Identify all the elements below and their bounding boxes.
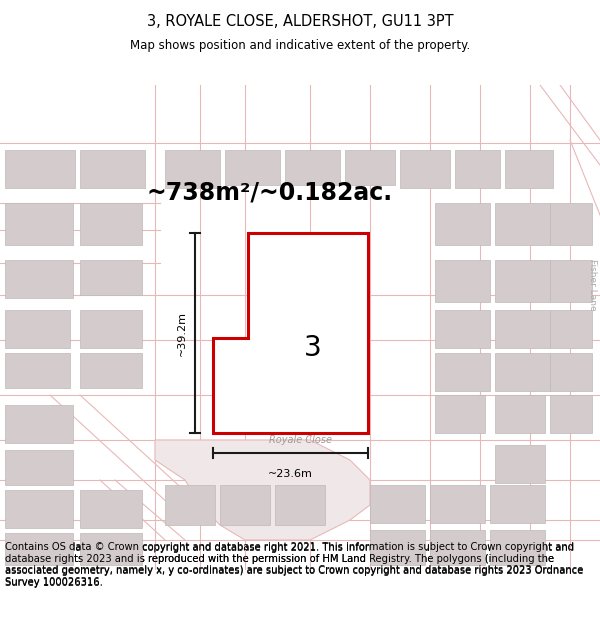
Bar	[5, 203, 73, 245]
Bar	[495, 310, 550, 348]
Bar	[435, 353, 490, 391]
Text: ~39.2m: ~39.2m	[177, 311, 187, 356]
Bar	[550, 353, 592, 391]
Bar	[5, 405, 73, 443]
Bar	[435, 203, 490, 245]
Text: 3, ROYALE CLOSE, ALDERSHOT, GU11 3PT: 3, ROYALE CLOSE, ALDERSHOT, GU11 3PT	[146, 14, 454, 29]
Bar	[495, 395, 545, 433]
Bar	[5, 310, 70, 348]
Bar	[80, 490, 142, 528]
Bar	[430, 485, 485, 523]
Bar	[5, 260, 73, 298]
Text: Contains OS data © Crown copyright and database right 2021. This information is : Contains OS data © Crown copyright and d…	[5, 542, 583, 587]
Bar	[5, 150, 75, 188]
Bar	[225, 150, 280, 185]
Polygon shape	[155, 440, 370, 540]
Bar	[455, 150, 500, 188]
Bar	[505, 150, 553, 188]
Bar	[495, 353, 550, 391]
Bar	[80, 203, 142, 245]
Bar	[430, 530, 485, 565]
Bar	[400, 150, 450, 188]
Bar	[435, 310, 490, 348]
Bar	[345, 150, 395, 185]
Bar	[165, 150, 220, 188]
Bar	[370, 530, 425, 565]
Text: Fisher Lane: Fisher Lane	[587, 259, 596, 311]
Text: Contains OS data © Crown copyright and database right 2021. This information is : Contains OS data © Crown copyright and d…	[5, 543, 583, 588]
Bar	[550, 203, 592, 245]
Bar	[80, 310, 142, 348]
Text: Map shows position and indicative extent of the property.: Map shows position and indicative extent…	[130, 39, 470, 51]
Bar	[5, 533, 73, 565]
Bar	[490, 530, 545, 565]
Text: ~23.6m: ~23.6m	[268, 469, 313, 479]
Bar	[550, 260, 592, 302]
Bar	[80, 353, 142, 388]
Bar	[80, 260, 142, 295]
Bar	[550, 310, 592, 348]
Bar	[220, 485, 270, 525]
Bar	[165, 485, 215, 525]
Bar	[495, 203, 550, 245]
Text: ~738m²/~0.182ac.: ~738m²/~0.182ac.	[147, 180, 393, 204]
Bar	[5, 353, 70, 388]
Polygon shape	[213, 233, 368, 433]
Bar	[5, 490, 73, 528]
Text: Royale Close: Royale Close	[269, 435, 332, 445]
Bar	[370, 485, 425, 523]
Bar	[490, 485, 545, 523]
Text: 3: 3	[304, 334, 322, 362]
Bar	[435, 395, 485, 433]
Bar	[285, 150, 340, 185]
Bar	[5, 450, 73, 485]
Bar	[495, 445, 545, 483]
Bar	[435, 260, 490, 302]
Bar	[80, 150, 145, 188]
Bar	[550, 395, 592, 433]
Bar	[275, 485, 325, 525]
Bar	[495, 260, 550, 302]
Bar	[80, 533, 142, 565]
